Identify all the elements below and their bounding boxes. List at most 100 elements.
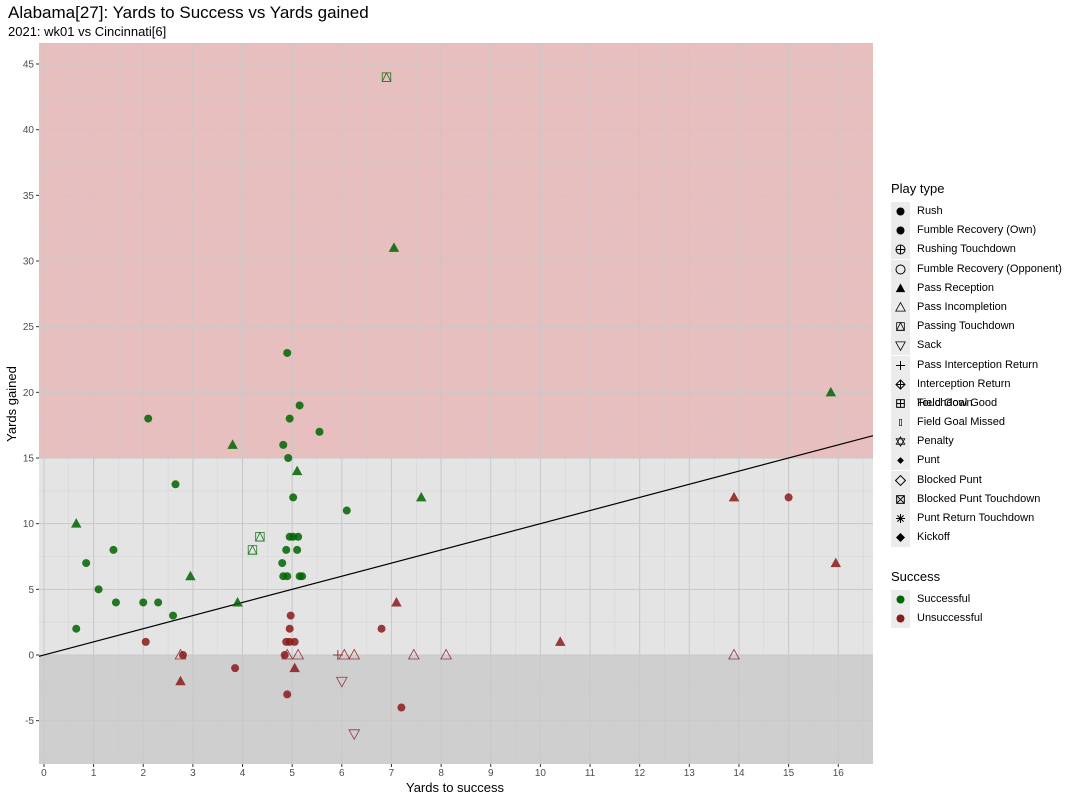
background-bands	[39, 43, 873, 764]
play-type-legend-key-icon	[891, 317, 910, 337]
x-tick-label: 4	[240, 768, 246, 779]
play-type-legend-label: Pass Interception Return	[917, 358, 1039, 371]
data-point	[285, 624, 294, 633]
play-type-legend-key-icon	[891, 374, 910, 394]
play-type-legend-label: Passing Touchdown	[917, 320, 1015, 333]
play-type-legend-label: Pass Reception	[917, 281, 995, 294]
play-type-legend-label: Rushing Touchdown	[917, 243, 1016, 256]
data-point	[348, 729, 361, 741]
play-type-legend-key-icon	[891, 509, 910, 528]
data-point	[825, 386, 837, 397]
band-2	[39, 654, 873, 764]
data-point	[728, 648, 740, 660]
x-tick-label: 11	[585, 768, 596, 779]
data-point	[381, 72, 392, 82]
data-point	[784, 493, 793, 502]
play-type-legend-item: Pass Incompletion	[891, 297, 1067, 317]
data-point	[342, 506, 351, 515]
play-type-legend-key-icon	[891, 528, 910, 548]
success-legend-key-icon	[891, 609, 910, 629]
play-type-legend-label: Field Goal Missed	[917, 416, 1006, 429]
play-type-legend-key-icon	[891, 451, 910, 471]
data-point	[144, 414, 153, 423]
data-point	[109, 545, 118, 554]
data-point	[255, 531, 265, 542]
play-type-legend-label: Punt Return Touchdown	[917, 512, 1035, 524]
play-type-legend-item: Fumble Recovery (Opponent)	[891, 259, 1067, 279]
play-type-legend-item: Fumble Recovery (Own)	[891, 221, 1067, 241]
data-points	[70, 72, 842, 741]
play-type-legend-key-icon	[891, 278, 910, 298]
data-point	[338, 648, 351, 660]
play-type-legend-title: Play type	[891, 181, 945, 196]
data-point	[185, 570, 196, 581]
x-tick-label: 16	[833, 768, 845, 779]
y-tick-label: 25	[23, 322, 35, 333]
x-tick-label: 14	[733, 768, 745, 779]
data-point	[292, 648, 305, 660]
success-legend: Success Successful Unsuccessful	[891, 569, 983, 629]
data-point	[231, 664, 240, 673]
y-tick-label: 5	[28, 585, 34, 596]
play-type-legend-item: Penalty	[891, 432, 1067, 452]
data-point	[282, 545, 291, 554]
reference-line-layer	[38, 435, 874, 657]
data-point	[139, 598, 148, 607]
x-tick-label: 13	[684, 768, 696, 779]
y-axis-label: Yards gained	[4, 366, 19, 442]
x-tick-label: 0	[41, 768, 47, 779]
data-point	[70, 518, 82, 528]
play-type-legend-item: Blocked Punt	[891, 470, 1067, 490]
grid-lines	[39, 43, 873, 764]
y-tick-label: -5	[25, 716, 34, 727]
success-legend-item: Successful	[891, 590, 982, 609]
data-point	[290, 637, 299, 646]
play-type-legend-item: Sack	[891, 336, 1067, 356]
play-type-legend-item: Kickoff	[891, 528, 1067, 548]
data-point	[94, 585, 103, 594]
y-tick-label: 10	[23, 519, 35, 530]
data-point	[285, 414, 294, 423]
x-tick-label: 12	[634, 768, 646, 779]
data-point	[335, 676, 348, 688]
play-type-legend-label: Blocked Punt	[917, 473, 982, 486]
data-point	[232, 596, 243, 607]
x-tick-label: 9	[488, 768, 494, 779]
data-point	[283, 348, 292, 357]
data-point	[169, 611, 178, 620]
chart-title: Alabama[27]: Yards to Success vs Yards g…	[8, 3, 369, 22]
success-legend-label: Unsuccessful	[917, 612, 983, 625]
data-point	[289, 493, 298, 502]
x-tick-label: 6	[339, 768, 345, 779]
reference-line	[38, 435, 874, 657]
x-tick-label: 8	[438, 768, 444, 779]
data-point	[298, 572, 307, 581]
x-tick-label: 7	[389, 768, 395, 779]
play-type-legend-item: Punt	[891, 451, 1067, 471]
play-type-legend-label: Rush	[917, 205, 943, 217]
x-tick-label: 15	[783, 768, 795, 779]
data-point	[332, 649, 343, 660]
data-point	[280, 650, 289, 659]
play-type-legend: Play type Rush Fumble Recovery (Own) Rushi…	[891, 181, 1067, 548]
y-tick-label: 35	[23, 191, 35, 202]
data-point	[82, 559, 91, 568]
data-point	[72, 624, 81, 633]
play-type-legend-item: Rush	[891, 202, 1067, 221]
x-tick-label: 5	[289, 768, 295, 779]
play-type-legend-label: Sack	[917, 339, 942, 352]
play-type-legend-label: Penalty	[917, 435, 954, 448]
data-point	[247, 544, 258, 555]
play-type-legend-key-icon	[891, 221, 910, 241]
y-tick-label: 0	[28, 650, 34, 661]
x-tick-label: 3	[190, 768, 196, 779]
x-axis-ticks: 0 1 2 3 4 5 6 7 8 9 10 11 12 13 14 15 16	[41, 764, 844, 779]
play-type-legend-key-icon	[891, 489, 910, 509]
play-type-legend-label: Blocked Punt Touchdown	[917, 492, 1041, 505]
data-point	[174, 648, 187, 660]
data-point	[283, 572, 292, 581]
data-point	[227, 439, 238, 449]
play-type-legend-key-icon	[891, 355, 910, 375]
data-point	[315, 427, 324, 436]
play-type-legend-item: Field Goal Missed	[891, 413, 1067, 433]
